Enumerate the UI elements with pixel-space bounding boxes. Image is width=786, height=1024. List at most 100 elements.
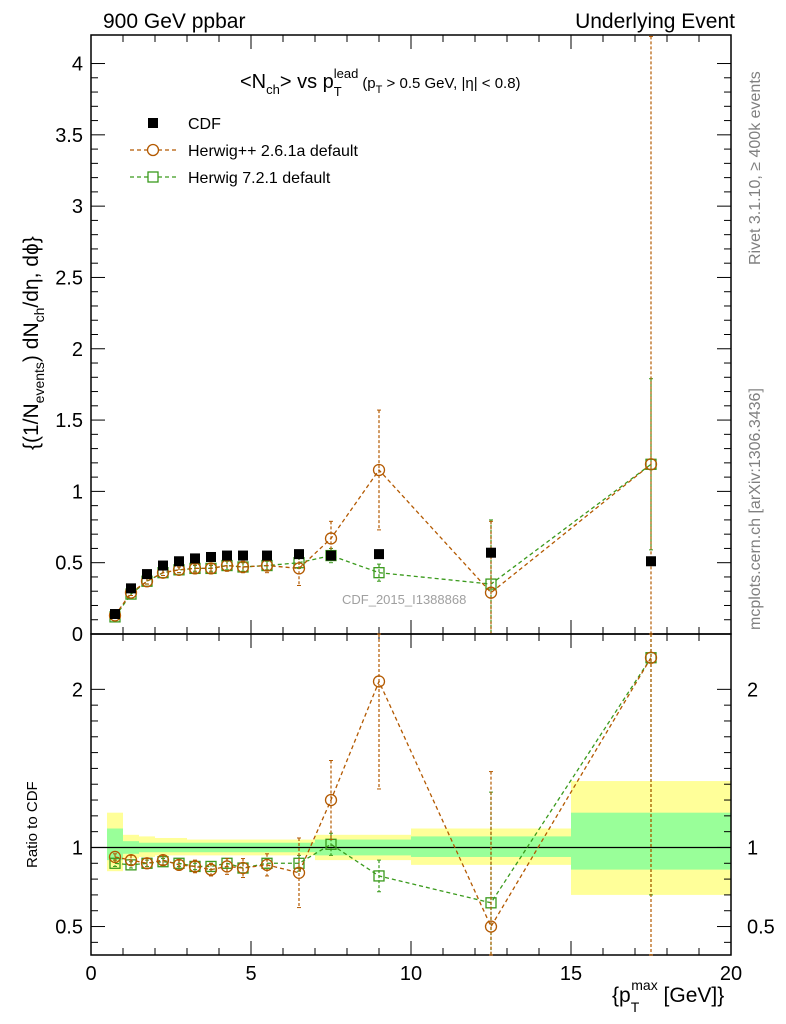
main-ytick-label: 2.5 — [55, 267, 83, 289]
legend-cdf-marker — [148, 118, 158, 128]
ratio-herwigpp-point — [172, 858, 186, 872]
title-n: <N — [240, 71, 266, 93]
main-ytick-label: 3 — [72, 196, 83, 218]
ratio-herwigpp-point — [188, 860, 202, 873]
cdf-point — [142, 569, 152, 580]
title-cut-open: (p — [362, 75, 375, 92]
ratio-herwigpp-line — [114, 657, 652, 928]
xlabel-part2: [GeV]} — [658, 984, 725, 1007]
main-ytick-label: 1 — [72, 481, 83, 503]
ratio-ytick-label: 0.5 — [55, 917, 83, 939]
ratio-herwig7-point — [109, 857, 121, 869]
ratio-herwigpp-point — [236, 861, 250, 875]
main-frame — [90, 34, 732, 635]
ratio-herwigpp-point — [140, 857, 154, 870]
cdf-point — [486, 547, 496, 558]
cdf-point — [646, 556, 656, 567]
main-ytick-label: 1.5 — [55, 410, 83, 432]
ratio-herwigpp-point — [108, 850, 122, 864]
xlabel-t-sub: T — [631, 999, 640, 1015]
plot-title: <Nch> vs pTlead(pT > 0.5 GeV, |η| < 0.8) — [240, 66, 521, 99]
cdf-point — [294, 549, 304, 560]
xlabel-max-sup: max — [631, 977, 657, 993]
ylabel-events-sub: events — [31, 362, 47, 403]
herwigpp-point — [204, 562, 218, 575]
ratio-herwigpp-point — [292, 866, 306, 879]
ratio-herwigpp-point — [484, 920, 498, 933]
herwigpp-line — [114, 463, 652, 616]
ratio-ytick-label-right: 2 — [747, 679, 758, 701]
legend-herwigpp-marker — [146, 143, 160, 157]
herwigpp-point — [644, 458, 658, 471]
ratio-band-inner — [107, 828, 123, 861]
main-ytick-label: 4 — [72, 54, 83, 76]
ratio-herwigpp-point — [124, 853, 138, 867]
xlabel: {pTmax [GeV]} — [612, 977, 724, 1015]
main-ylabel: {(1/Nevents) dNch/dη, dϕ} — [20, 236, 47, 450]
cdf-point — [262, 550, 272, 561]
main-ytick-label: 2 — [72, 339, 83, 361]
rivet-label: Rivet 3.1.10, ≥ 400k events — [747, 71, 764, 265]
ratio-plot: 0 5 10 15 20 0.5 0.5 1 1 2 2 — [55, 633, 775, 985]
mcplots-label: mcplots.cern.ch [arXiv:1306.3436] — [747, 388, 764, 630]
ratio-ytick-label: 2 — [72, 679, 83, 701]
watermark: CDF_2015_I1388868 — [342, 592, 466, 607]
cdf-point — [238, 550, 248, 561]
title-lead-sup: lead — [334, 66, 359, 81]
ratio-xtick-label: 15 — [560, 963, 582, 985]
herwigpp-point — [372, 463, 386, 477]
herwigpp-point — [236, 560, 250, 574]
header-right: Underlying Event — [575, 10, 735, 33]
ylabel-part2: ) dN — [20, 322, 43, 362]
cdf-point — [190, 553, 200, 564]
ylabel-ch-sub: ch — [31, 308, 47, 323]
legend-herwigpp-label: Herwig++ 2.6.1a default — [188, 143, 358, 160]
ratio-herwigpp-point — [644, 651, 658, 664]
herwig7-point — [373, 567, 385, 579]
ratio-herwig7-point — [373, 870, 385, 882]
cdf-point — [110, 609, 120, 620]
legend-cdf-label: CDF — [188, 116, 221, 133]
ylabel-part3: /dη, dϕ} — [20, 236, 43, 307]
title-ch-sub: ch — [266, 82, 280, 97]
title-cut-rest: > 0.5 GeV, |η| < 0.8) — [382, 75, 520, 92]
ratio-herwigpp-point — [204, 863, 218, 876]
header-left: 900 GeV ppbar — [103, 10, 245, 33]
ratio-xtick-label: 20 — [720, 963, 742, 985]
main-plot: 0 0.5 1 1.5 2 2.5 3 3.5 4 — [55, 34, 732, 646]
cdf-point — [222, 550, 232, 561]
title-vs: > vs p — [280, 71, 334, 93]
cdf-point — [158, 560, 168, 571]
ratio-herwigpp-point — [324, 793, 338, 807]
legend-herwig7-label: Herwig 7.2.1 default — [188, 170, 331, 187]
title-cut-t-sub: T — [376, 84, 383, 96]
xlabel-part1: {p — [612, 984, 631, 1007]
title-t-sub: T — [334, 84, 342, 99]
cdf-point — [374, 549, 384, 560]
ratio-ytick-label-right: 0.5 — [747, 917, 775, 939]
cdf-point — [126, 583, 136, 594]
ratio-ytick-label: 1 — [72, 837, 83, 859]
ratio-ytick-label-right: 1 — [747, 837, 758, 859]
main-ytick-label: 0.5 — [55, 553, 83, 575]
main-ytick-label: 0 — [72, 624, 83, 646]
herwigpp-point — [484, 586, 498, 599]
herwigpp-point — [292, 562, 306, 575]
cdf-point — [174, 556, 184, 567]
legend-herwig7-marker — [147, 171, 159, 183]
ratio-herwigpp-point — [156, 853, 170, 867]
ratio-ylabel: Ratio to CDF — [24, 781, 41, 868]
main-ytick-label: 3.5 — [55, 125, 83, 147]
herwigpp-point — [324, 532, 338, 545]
cdf-point — [206, 551, 216, 562]
ratio-herwigpp-point — [220, 860, 234, 873]
ylabel-part1: {(1/N — [20, 403, 43, 450]
ratio-herwigpp-point — [260, 858, 274, 872]
ratio-herwigpp-point — [372, 675, 386, 688]
cdf-point — [326, 550, 336, 561]
legend: CDF Herwig++ 2.6.1a default Herwig 7.2.1… — [130, 116, 358, 187]
ratio-xtick-label: 5 — [245, 963, 256, 985]
ratio-xtick-label: 0 — [85, 963, 96, 985]
ratio-xtick-label: 10 — [400, 963, 422, 985]
